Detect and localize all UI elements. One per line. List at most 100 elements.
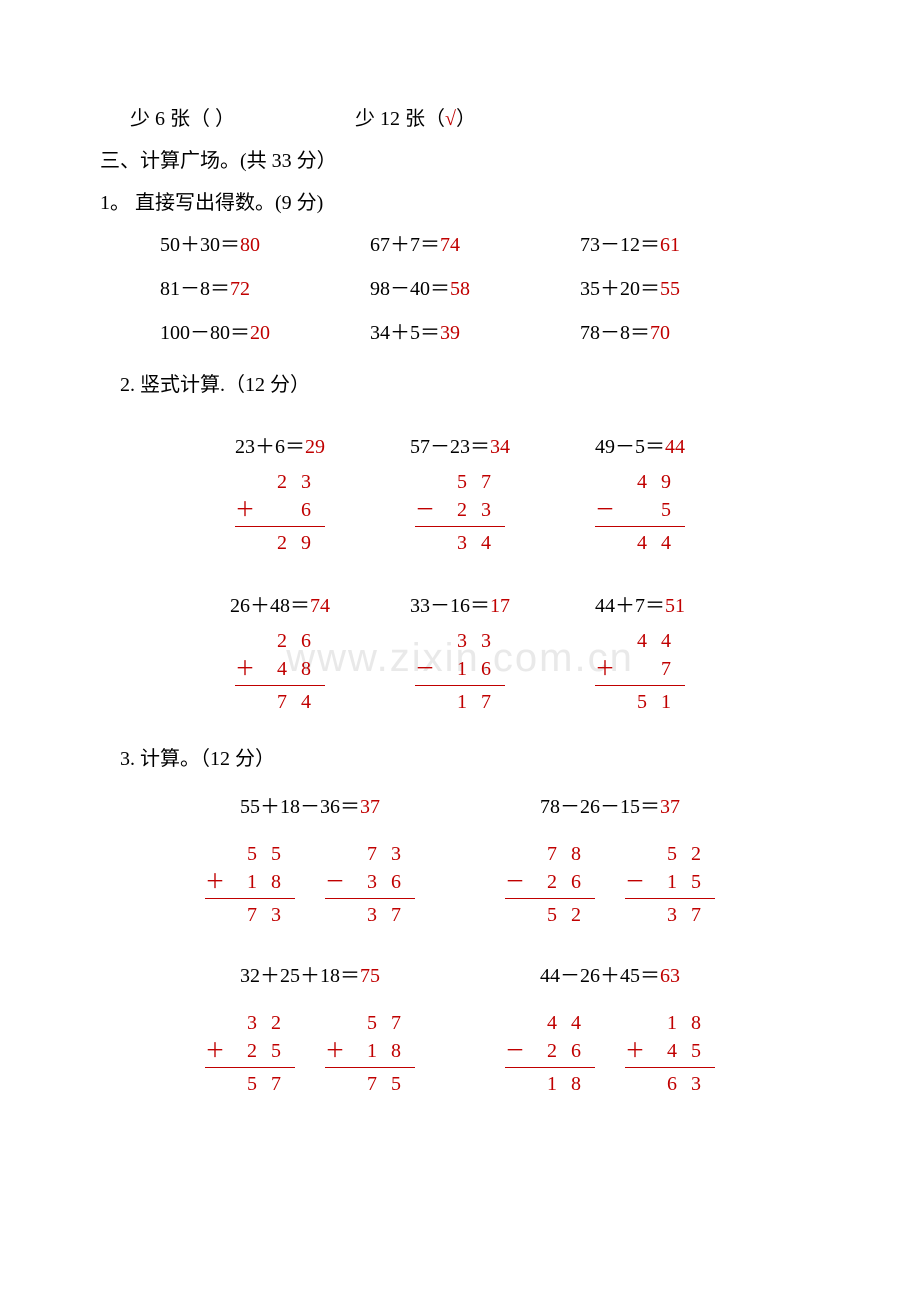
row-result: 75 — [325, 1070, 415, 1098]
q3-item: 78－26－15＝37 78 －26 52 52 －15 37 — [460, 788, 760, 929]
row-op: －16 — [415, 655, 505, 683]
row-op: ＋ 6 — [235, 496, 325, 524]
equation: 32＋25＋18＝75 — [160, 957, 460, 995]
row-result: 34 — [415, 529, 505, 557]
row-top: 33 — [415, 627, 505, 655]
q2-item: 23＋6＝29 23 ＋ 6 29 — [190, 428, 370, 557]
equation: 49－5＝44 — [550, 428, 730, 466]
row-top: 18 — [625, 1009, 715, 1037]
calc-pair: 55 ＋18 73 73 －36 37 — [160, 840, 460, 929]
expr: 73－12＝ — [580, 234, 660, 256]
expr: 98－40＝ — [370, 278, 450, 300]
page-content: 少 6 张（ ） 少 12 张（√） 三、计算广场。(共 33 分） 1。 直接… — [130, 100, 790, 1098]
row-op: ＋ 7 — [595, 655, 685, 683]
calc-pair: 32 ＋25 57 57 ＋18 75 — [160, 1009, 460, 1098]
q2-item: 33－16＝17 33 －16 17 — [370, 587, 550, 716]
ans: 61 — [660, 234, 680, 256]
calc-pair: 78 －26 52 52 －15 37 — [460, 840, 760, 929]
vertical-calc: 44 ＋ 7 51 — [595, 627, 685, 716]
rule — [625, 1067, 715, 1068]
rule — [415, 526, 505, 527]
vertical-calc: 26 ＋48 74 — [235, 627, 325, 716]
expr: 100－80＝ — [160, 322, 250, 344]
row-op: ＋18 — [205, 868, 295, 896]
q2-item: 57－23＝34 57 －23 34 — [370, 428, 550, 557]
calc-pair: 44 －26 18 18 ＋45 63 — [460, 1009, 760, 1098]
expr: 67＋7＝ — [370, 234, 440, 256]
vertical-calc: 18 ＋45 63 — [625, 1009, 715, 1098]
row-op: ＋25 — [205, 1037, 295, 1065]
opt1-pre: 少 6 张（ — [130, 108, 210, 130]
q2-item: 44＋7＝51 44 ＋ 7 51 — [550, 587, 730, 716]
vertical-calc: 52 －15 37 — [625, 840, 715, 929]
q1-item: 73－12＝61 — [580, 226, 790, 264]
rule — [205, 898, 295, 899]
row-top: 78 — [505, 840, 595, 868]
row-result: 37 — [625, 901, 715, 929]
q1-item: 98－40＝58 — [370, 270, 580, 308]
row-top: 44 — [595, 627, 685, 655]
row-result: 73 — [205, 901, 295, 929]
ans: 58 — [450, 278, 470, 300]
q1-item: 50＋30＝80 — [160, 226, 370, 264]
q1-item: 67＋7＝74 — [370, 226, 580, 264]
opt2-pre: 少 12 张（ — [355, 108, 445, 130]
rule — [595, 526, 685, 527]
ans: 55 — [660, 278, 680, 300]
row-result: 37 — [325, 901, 415, 929]
q1-item: 81－8＝72 — [160, 270, 370, 308]
row-op: － 5 — [595, 496, 685, 524]
vertical-calc: 49 － 5 44 — [595, 468, 685, 557]
vertical-calc: 23 ＋ 6 29 — [235, 468, 325, 557]
row-result: 57 — [205, 1070, 295, 1098]
ans: 70 — [650, 322, 670, 344]
q1-item: 34＋5＝39 — [370, 314, 580, 352]
q2-item: 49－5＝44 49 － 5 44 — [550, 428, 730, 557]
ans: 20 — [250, 322, 270, 344]
expr: 35＋20＝ — [580, 278, 660, 300]
rule — [595, 685, 685, 686]
equation: 44＋7＝51 — [550, 587, 730, 625]
equation: 26＋48＝74 — [190, 587, 370, 625]
row-result: 44 — [595, 529, 685, 557]
row-top: 23 — [235, 468, 325, 496]
ans: 39 — [440, 322, 460, 344]
expr: 34＋5＝ — [370, 322, 440, 344]
row-top: 55 — [205, 840, 295, 868]
q3-item: 55＋18－36＝37 55 ＋18 73 73 －36 37 — [160, 788, 460, 929]
row-top: 52 — [625, 840, 715, 868]
row-op: ＋18 — [325, 1037, 415, 1065]
ans: 74 — [440, 234, 460, 256]
rule — [625, 898, 715, 899]
equation: 44－26＋45＝63 — [460, 957, 760, 995]
equation: 57－23＝34 — [370, 428, 550, 466]
vertical-calc: 33 －16 17 — [415, 627, 505, 716]
row-top: 57 — [325, 1009, 415, 1037]
equation: 78－26－15＝37 — [460, 788, 760, 826]
rule — [205, 1067, 295, 1068]
rule — [235, 526, 325, 527]
row-op: －36 — [325, 868, 415, 896]
row-top: 73 — [325, 840, 415, 868]
equation: 33－16＝17 — [370, 587, 550, 625]
row-op: ＋48 — [235, 655, 325, 683]
row-op: －26 — [505, 1037, 595, 1065]
q1-item: 100－80＝20 — [160, 314, 370, 352]
q2-title: 2. 竖式计算.（12 分） — [120, 366, 790, 404]
rule — [505, 898, 595, 899]
row-op: ＋45 — [625, 1037, 715, 1065]
vertical-calc: 44 －26 18 — [505, 1009, 595, 1098]
section3-title: 三、计算广场。(共 33 分） — [100, 142, 790, 180]
q3-grid: 55＋18－36＝37 55 ＋18 73 73 －36 37 78－26－15… — [160, 788, 760, 1098]
q1-title: 1。 直接写出得数。(9 分) — [100, 184, 790, 222]
q1-item: 78－8＝70 — [580, 314, 790, 352]
ans: 72 — [230, 278, 250, 300]
row-result: 18 — [505, 1070, 595, 1098]
expr: 81－8＝ — [160, 278, 230, 300]
rule — [325, 898, 415, 899]
q2-grid: 23＋6＝29 23 ＋ 6 29 57－23＝34 57 －23 34 49－… — [190, 428, 730, 716]
opt1-post: ） — [215, 108, 235, 130]
equation: 55＋18－36＝37 — [160, 788, 460, 826]
q1-grid: 50＋30＝80 67＋7＝74 73－12＝61 81－8＝72 98－40＝… — [160, 226, 790, 352]
row-op: －15 — [625, 868, 715, 896]
